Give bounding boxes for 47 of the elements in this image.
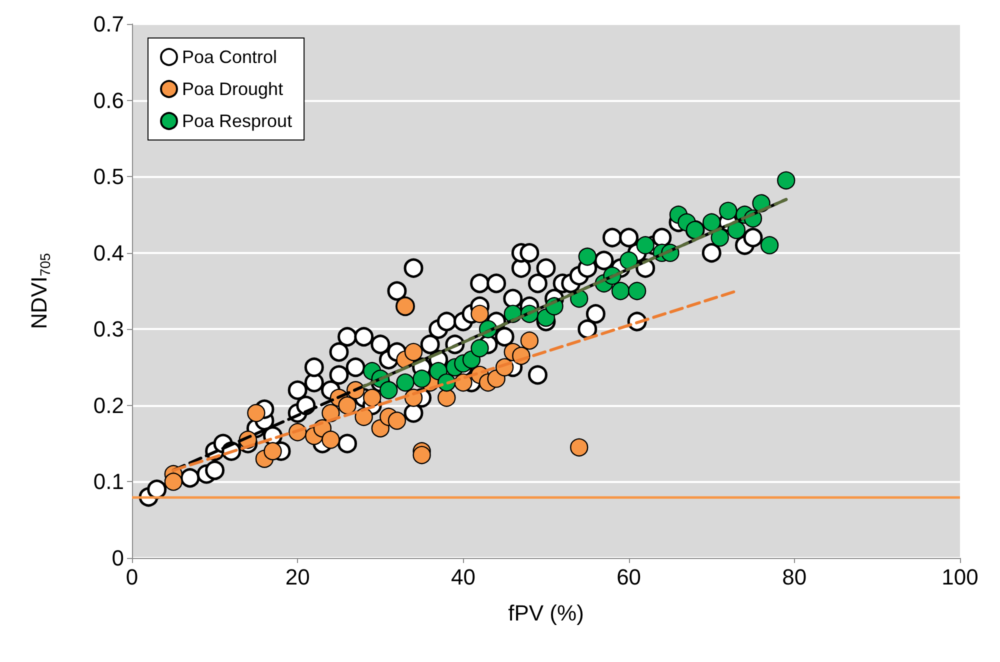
y-tick-label: 0.6: [93, 88, 124, 113]
y-tick-label: 0.2: [93, 392, 124, 418]
point: [363, 388, 382, 407]
point: [777, 171, 796, 190]
y-tick-label: 0.5: [93, 164, 124, 190]
y-tick-label: 0.7: [93, 12, 124, 36]
point: [470, 339, 489, 358]
legend-label: Poa Resprout: [182, 111, 292, 131]
point: [438, 388, 456, 407]
x-tick-label: 60: [616, 564, 642, 590]
y-tick-label: 0: [112, 546, 124, 570]
point: [620, 251, 638, 270]
point: [412, 370, 431, 388]
point: [760, 236, 779, 254]
point: [264, 442, 282, 460]
point: [710, 228, 729, 247]
x-tick-label: 80: [782, 564, 807, 590]
point: [719, 202, 738, 220]
x-tick-label: 100: [942, 564, 978, 590]
point: [354, 408, 373, 426]
point: [247, 404, 266, 422]
x-tick-label: 20: [285, 564, 310, 590]
y-axis-title: NDVI705: [26, 252, 53, 329]
point: [396, 373, 414, 392]
point: [520, 331, 539, 350]
point: [322, 430, 340, 449]
point: [578, 248, 596, 266]
point: [570, 438, 588, 456]
point: [388, 412, 406, 430]
y-tick-label: 0.4: [93, 240, 124, 266]
point: [628, 282, 646, 300]
point: [380, 381, 398, 400]
point: [470, 304, 489, 323]
point: [164, 472, 182, 491]
point: [611, 282, 630, 300]
point: [338, 396, 356, 415]
point: [404, 342, 423, 362]
point: [412, 446, 431, 464]
y-tick-label: 0.3: [93, 316, 124, 342]
x-axis-title: fPV (%): [508, 600, 584, 626]
x-tick-label: 40: [450, 564, 476, 590]
point: [727, 220, 746, 240]
point: [702, 213, 721, 232]
point: [636, 236, 654, 254]
legend-label: Poa Control: [182, 47, 278, 67]
legend-label: Poa Drought: [182, 79, 284, 99]
y-tick-label: 0.1: [93, 469, 124, 494]
